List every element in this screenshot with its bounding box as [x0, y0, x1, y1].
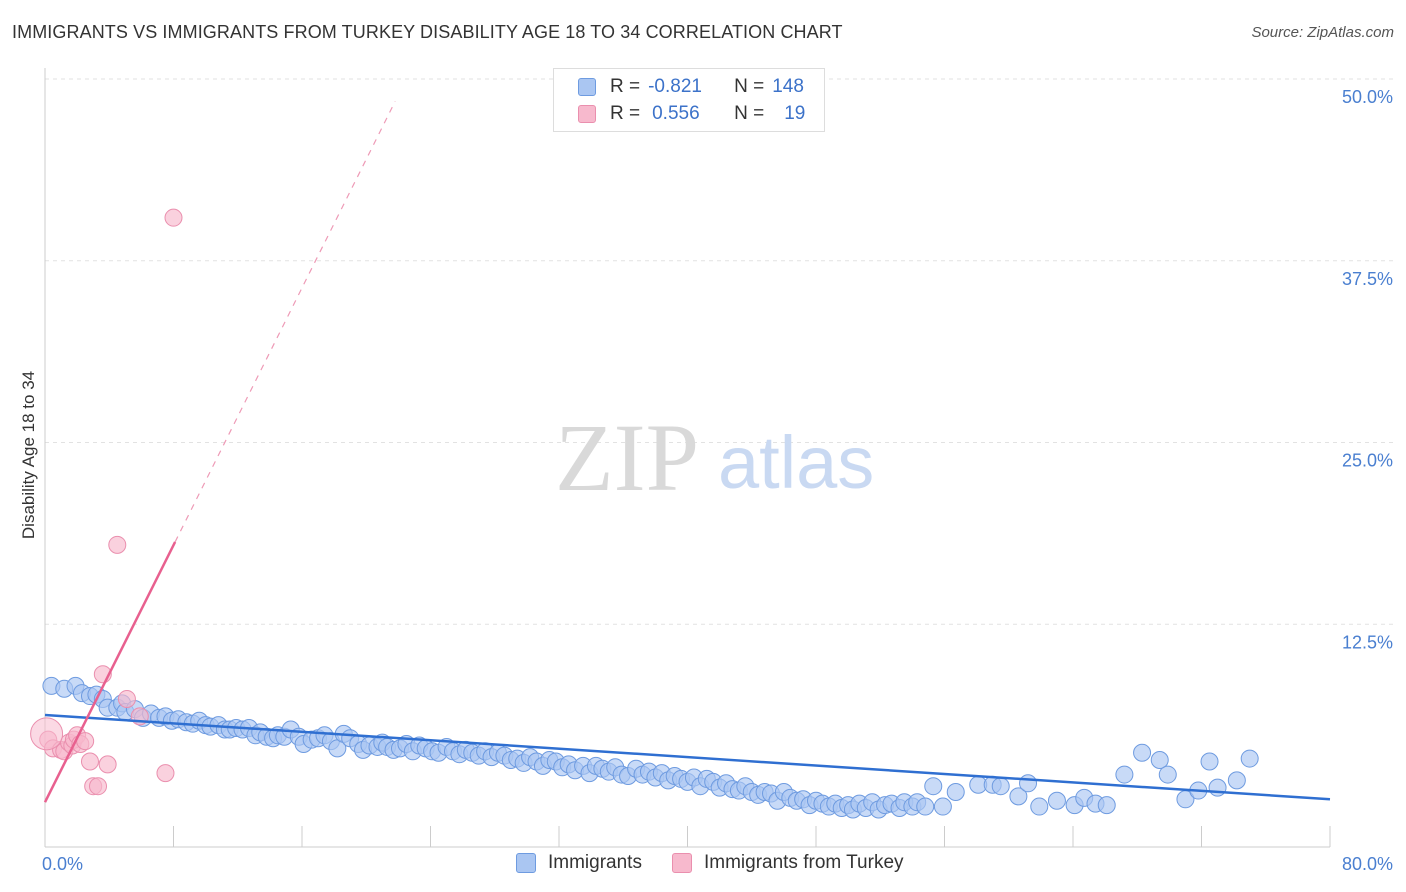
legend-row-turkey: R = 0.556 N = 19: [578, 102, 805, 126]
turkey-point-14: [98, 755, 117, 774]
bottom-legend-label-immigrants: Immigrants: [548, 852, 642, 873]
y-tick-label-0: 12.5%: [1342, 632, 1393, 652]
tick-labels: 12.5% 25.0% 37.5% 50.0% 0.0% 80.0%: [42, 87, 1393, 874]
legend-n-label: N =: [734, 103, 765, 124]
immigrants-point-151: [1158, 765, 1177, 784]
immigrants-point-136: [946, 783, 965, 802]
turkey-points: [30, 208, 183, 796]
x-tick-label-0: 0.0%: [42, 854, 83, 874]
immigrants-point-149: [1133, 743, 1152, 762]
legend-n-label: N =: [734, 76, 765, 97]
bottom-legend-label-turkey: Immigrants from Turkey: [703, 852, 904, 873]
turkey-point-18: [156, 764, 175, 783]
immigrants-point-133: [916, 797, 935, 816]
chart-title: IMMIGRANTS VS IMMIGRANTS FROM TURKEY DIS…: [12, 22, 843, 42]
immigrants-trend-line: [44, 713, 1331, 801]
y-tick-label-3: 50.0%: [1342, 87, 1393, 107]
y-axis-label: Disability Age 18 to 34: [19, 371, 38, 539]
immigrants-point-154: [1200, 752, 1219, 771]
turkey-point-16: [117, 689, 136, 708]
immigrants-point-155: [1208, 778, 1227, 797]
immigrants-point-148: [1115, 765, 1134, 784]
y-tick-label-1: 25.0%: [1342, 451, 1393, 471]
axes: [44, 68, 1331, 848]
legend-n-value: 19: [784, 103, 806, 124]
bottom-legend-swatch-blue: [516, 853, 536, 873]
legend-swatch-pink: [578, 105, 596, 123]
watermark-atlas: atlas: [718, 421, 874, 504]
legend: R = -0.821 N = 148 R = 0.556 N = 19: [553, 68, 825, 132]
immigrants-point-150: [1150, 751, 1169, 770]
gridlines: [45, 78, 1393, 625]
legend-r-value: -0.821: [648, 76, 702, 97]
turkey-point-12: [89, 777, 108, 796]
watermark: ZIP atlas: [555, 404, 874, 511]
legend-swatch-blue: [578, 78, 596, 96]
immigrants-points: [42, 676, 1259, 819]
immigrants-point-147: [1097, 796, 1116, 815]
trend-lines: [43, 101, 1331, 803]
immigrants-point-139: [991, 777, 1010, 796]
turkey-point-cluster: [30, 717, 64, 751]
y-tick-label-2: 37.5%: [1342, 269, 1393, 289]
turkey-trend-extension: [174, 101, 396, 543]
immigrants-point-135: [933, 797, 952, 816]
legend-r-value: 0.556: [652, 103, 700, 124]
turkey-point-19: [164, 208, 183, 227]
bottom-legend: Immigrants Immigrants from Turkey: [516, 852, 934, 874]
bottom-legend-immigrants: Immigrants: [516, 852, 642, 874]
watermark-zip: ZIP: [555, 404, 699, 511]
legend-n-value: 148: [772, 76, 804, 97]
immigrants-point-134: [924, 777, 943, 796]
immigrants-point-143: [1047, 791, 1066, 810]
turkey-point-10: [80, 752, 99, 771]
source-label: Source: ZipAtlas.com: [1251, 24, 1394, 41]
immigrants-point-140: [1009, 787, 1028, 806]
immigrants-point-156: [1227, 771, 1246, 790]
immigrants-point-157: [1240, 749, 1259, 768]
bottom-legend-swatch-pink: [671, 853, 692, 873]
legend-row-immigrants: R = -0.821 N = 148: [578, 75, 804, 99]
legend-r-label: R =: [610, 76, 641, 97]
x-tick-label-1: 80.0%: [1342, 854, 1393, 874]
bottom-legend-turkey: Immigrants from Turkey: [671, 852, 904, 874]
legend-r-label: R =: [610, 103, 641, 124]
immigrants-point-141: [1019, 774, 1038, 793]
turkey-point-15: [108, 535, 127, 554]
turkey-trend-line: [43, 541, 177, 803]
immigrants-point-142: [1030, 797, 1049, 816]
